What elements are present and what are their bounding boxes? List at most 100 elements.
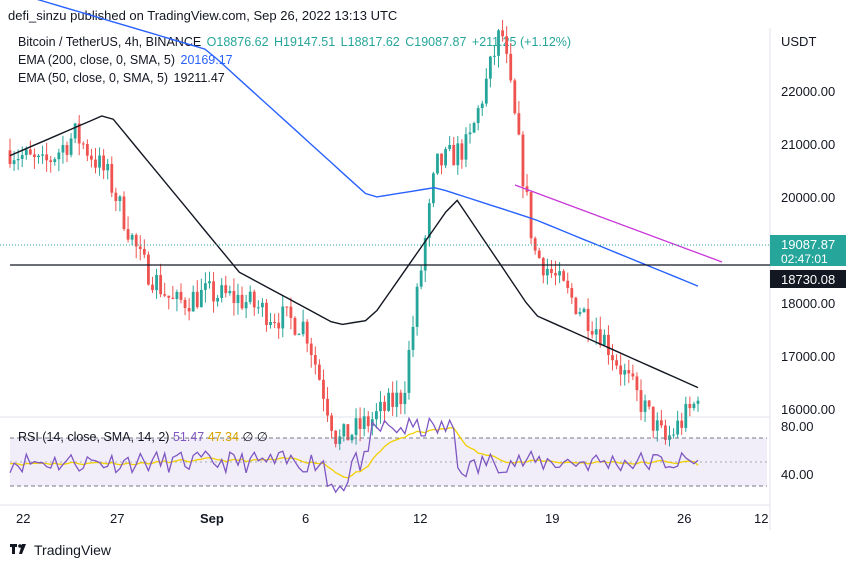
candle-body xyxy=(16,158,20,161)
candle-body xyxy=(619,365,623,375)
candle-body xyxy=(334,430,338,444)
rsi-empty-2: ∅ xyxy=(256,430,268,444)
candle-body xyxy=(204,283,207,290)
ohlc-close: C19087.87 xyxy=(405,35,467,49)
candle-body xyxy=(607,334,610,356)
ema50-line xyxy=(9,115,699,389)
candle-body xyxy=(61,145,65,153)
candle-body xyxy=(615,360,618,366)
ema200-value: 20169.17 xyxy=(180,53,233,67)
candle-body xyxy=(130,234,134,240)
candle-body xyxy=(655,420,659,431)
candle-body xyxy=(73,123,77,139)
ohlc-high: H19147.51 xyxy=(274,35,336,49)
trendline[interactable] xyxy=(514,184,723,263)
candle-body xyxy=(171,297,175,299)
candle-body xyxy=(684,403,688,428)
candle-body xyxy=(594,329,598,335)
candle-body xyxy=(586,308,590,332)
candle-body xyxy=(374,411,378,420)
candle-body xyxy=(423,237,427,271)
candle-body xyxy=(248,291,252,303)
candle-body xyxy=(252,291,256,308)
candle-body xyxy=(301,321,305,335)
candle-body xyxy=(509,53,513,81)
candle-body xyxy=(224,285,228,294)
candle-body xyxy=(195,291,199,308)
candle-body xyxy=(411,326,415,350)
candle-body xyxy=(179,291,183,300)
candle-body xyxy=(147,254,150,285)
candle-body xyxy=(647,400,651,407)
candle-body xyxy=(643,400,647,412)
ema200-label[interactable]: EMA (200, close, 0, SMA, 5) xyxy=(18,53,176,67)
support-label: 18730.08 xyxy=(781,272,835,287)
rsi-legend: RSI (14, close, SMA, 14, 2) 51.47 47.34 … xyxy=(18,429,268,444)
ohlc-open: O18876.62 xyxy=(206,35,269,49)
candle-body xyxy=(602,334,606,345)
candle-body xyxy=(175,291,179,299)
time-tick: 22 xyxy=(16,511,30,526)
candle-body xyxy=(562,271,566,281)
candle-body xyxy=(122,196,126,230)
time-tick: 12 xyxy=(413,511,427,526)
candle-body xyxy=(350,434,354,441)
candle-body xyxy=(464,134,468,160)
candle-body xyxy=(533,238,537,251)
candle-body xyxy=(41,154,44,156)
candle-body xyxy=(635,376,639,391)
candle-body xyxy=(639,390,643,412)
candle-body xyxy=(216,297,220,302)
rsi-tick: 40.00 xyxy=(781,467,814,482)
candle-body xyxy=(240,294,244,309)
candle-body xyxy=(212,281,215,302)
candle-body xyxy=(134,234,138,247)
candle-body xyxy=(452,144,456,166)
candle-body xyxy=(330,415,334,431)
candle-body xyxy=(627,370,631,374)
candle-body xyxy=(488,56,492,79)
candle-body xyxy=(497,30,500,56)
candle-body xyxy=(256,307,260,309)
candle-body xyxy=(208,281,211,284)
ohlc-low: L18817.62 xyxy=(340,35,400,49)
time-tick: 12 xyxy=(754,511,768,526)
candle-body xyxy=(118,196,122,202)
candle-body xyxy=(379,401,382,412)
candle-body xyxy=(472,122,476,133)
candle-body xyxy=(659,420,663,426)
candle-body xyxy=(476,108,480,123)
symbol-name[interactable]: Bitcoin / TetherUS, 4h, BINANCE xyxy=(18,35,202,49)
candle-body xyxy=(582,308,586,313)
candle-body xyxy=(273,322,277,324)
rsi-label[interactable]: RSI (14, close, SMA, 14, 2) xyxy=(18,430,170,444)
candle-body xyxy=(28,149,32,155)
candle-body xyxy=(362,416,366,429)
time-tick: 26 xyxy=(677,511,691,526)
candle-body xyxy=(440,153,443,166)
candle-body xyxy=(289,306,293,318)
candle-body xyxy=(163,294,167,296)
support-badge xyxy=(770,270,846,288)
candle-body xyxy=(460,143,464,160)
candle-body xyxy=(313,355,317,365)
candle-body xyxy=(403,392,407,405)
candle-body xyxy=(358,418,362,429)
candle-body xyxy=(354,418,358,435)
candle-body xyxy=(484,78,488,104)
candle-body xyxy=(167,295,171,298)
candle-body xyxy=(49,160,53,163)
candle-body xyxy=(444,148,447,166)
candle-body xyxy=(419,270,423,287)
ema50-label[interactable]: EMA (50, close, 0, SMA, 5) xyxy=(18,71,169,85)
candle-body xyxy=(12,160,16,165)
candle-body xyxy=(436,153,439,174)
candle-body xyxy=(309,343,313,356)
candle-body xyxy=(57,152,61,160)
brand[interactable]: TradingView xyxy=(10,542,111,558)
price-tick: 18000.00 xyxy=(781,296,835,311)
price-tick: 21000.00 xyxy=(781,137,835,152)
candle-body xyxy=(427,203,431,238)
price-tick: 17000.00 xyxy=(781,349,835,364)
